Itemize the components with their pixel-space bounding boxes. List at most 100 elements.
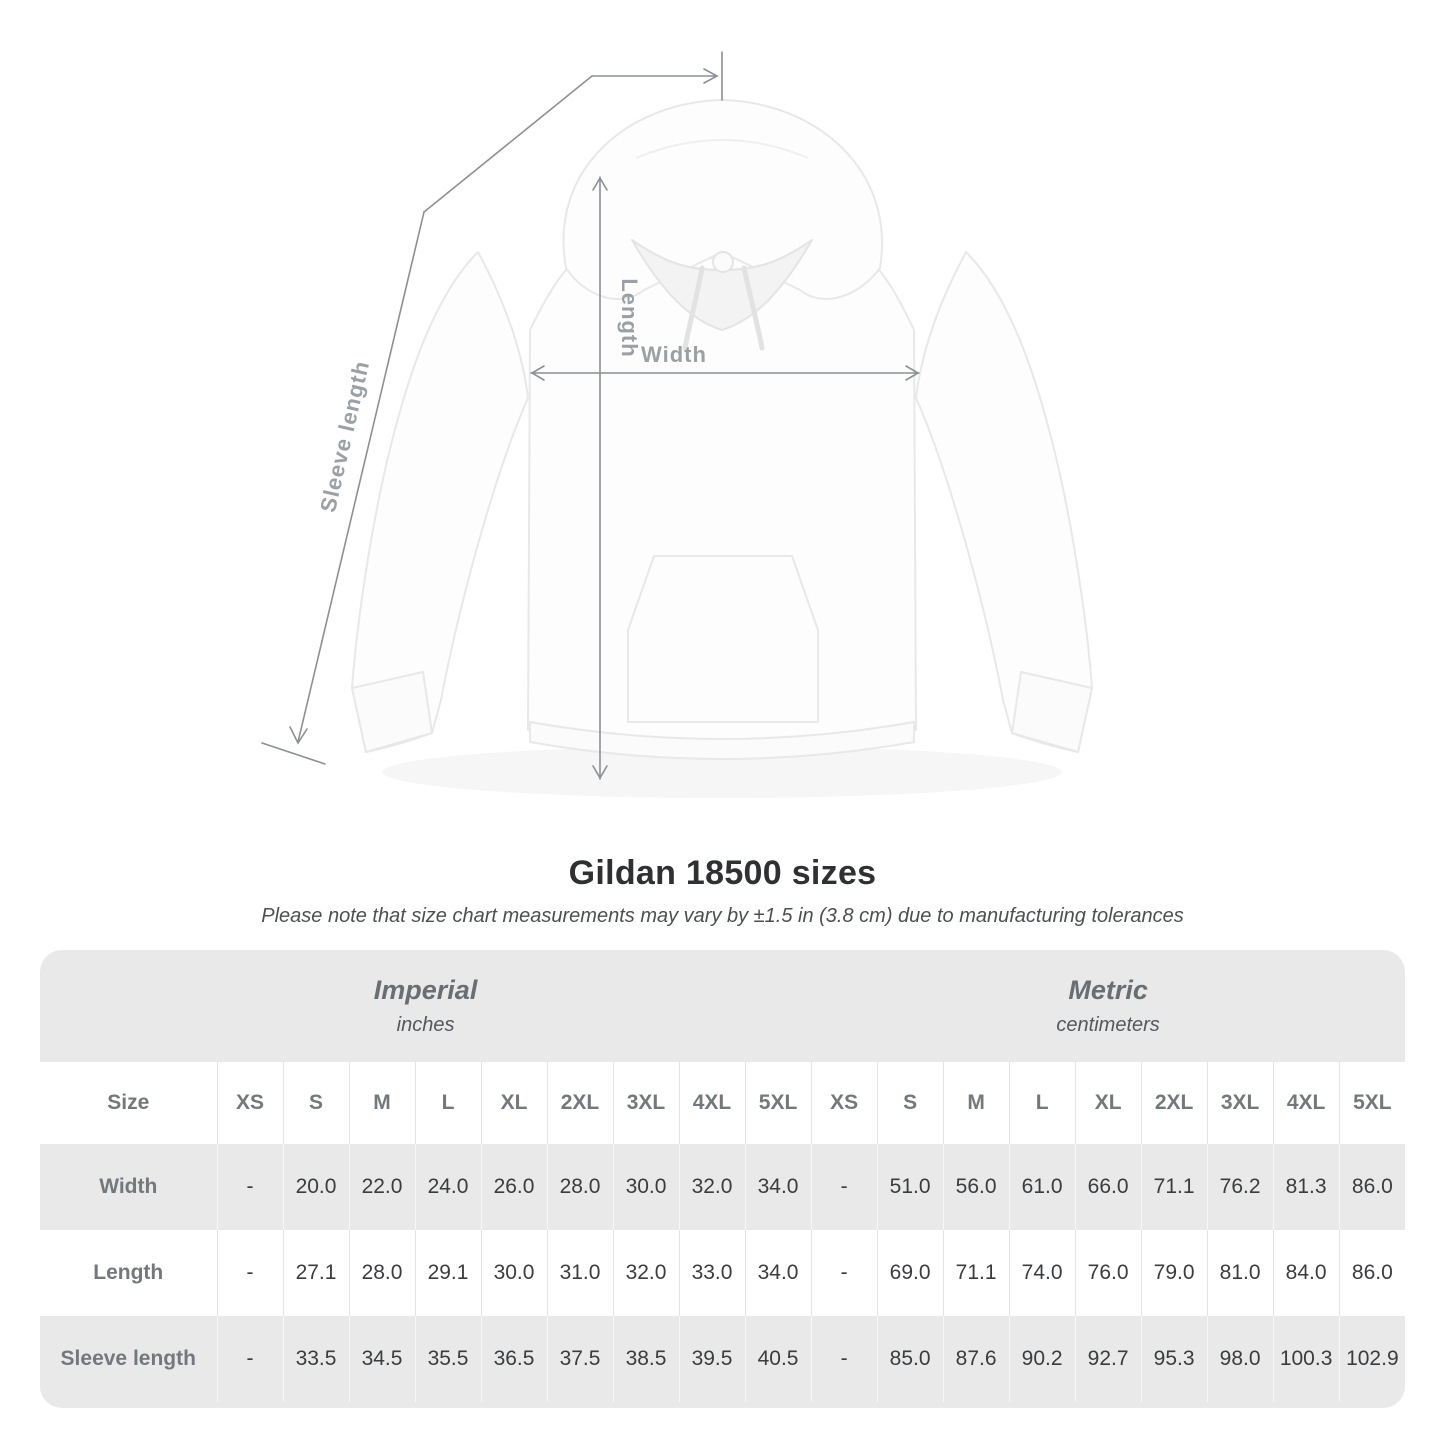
sleeve-length-label: Sleeve length (315, 358, 374, 514)
row-label: Sleeve length (60, 1347, 196, 1370)
cell-imperial: 26.0 (480, 1144, 547, 1230)
cell-metric: 87.6 (942, 1316, 1010, 1402)
hoodie-image (351, 99, 1093, 760)
cell-metric: - (810, 1316, 878, 1402)
cell-metric: 86.0 (1338, 1144, 1405, 1230)
cell-metric: 56.0 (942, 1144, 1010, 1230)
cell-metric: 81.0 (1206, 1230, 1274, 1316)
cell-imperial: - (216, 1230, 283, 1316)
cell-imperial: 27.1 (282, 1230, 349, 1316)
hoodie-left-cuff (351, 671, 433, 753)
hoodie-hood-lining (631, 239, 813, 331)
cell-metric: 76.0 (1074, 1230, 1142, 1316)
cell-metric: 85.0 (876, 1316, 944, 1402)
size-header-metric-S: S (876, 1062, 944, 1144)
size-header-metric-L: L (1008, 1062, 1076, 1144)
cell-imperial: 24.0 (414, 1144, 481, 1230)
size-header-imperial-5XL: 5XL (744, 1062, 812, 1144)
size-header-imperial-XS: XS (216, 1062, 283, 1144)
table-row-width: Width -20.0 22.0 24.0 26.0 28.0 30.0 32.0 34.0-5… (40, 1144, 1405, 1230)
size-header-imperial-3XL: 3XL (612, 1062, 679, 1144)
hoodie-left-sleeve (351, 251, 529, 753)
length-label: Length (617, 278, 642, 357)
cell-metric: 51.0 (876, 1144, 944, 1230)
hoodie-drawstring-left (682, 265, 705, 351)
size-header-imperial-4XL: 4XL (678, 1062, 745, 1144)
size-header-metric-5XL: 5XL (1338, 1062, 1405, 1144)
table-row-length: Length -27.1 28.0 29.1 30.0 31.0 32.0 33.0 34.0-… (40, 1230, 1405, 1316)
hoodie-right-cuff (1011, 671, 1093, 753)
unit-group-header: Metric centimeters (811, 950, 1405, 1062)
row-label: Length (93, 1261, 164, 1284)
page-title: Gildan 18500 sizes (568, 854, 877, 892)
cell-imperial: 30.0 (480, 1230, 547, 1316)
hoodie-measurement-diagram: Length Width Sleeve length (261, 51, 1093, 798)
table-row-sleeve-length: Sleeve length -33.5 34.5 35.5 36.5 37.5 38.5 39… (40, 1316, 1405, 1402)
cell-metric: 95.3 (1140, 1316, 1208, 1402)
cell-imperial: 35.5 (414, 1316, 481, 1402)
arrowhead-down-icon (289, 726, 308, 745)
cell-metric: 74.0 (1008, 1230, 1076, 1316)
cell-imperial: 32.0 (678, 1144, 745, 1230)
hoodie-right-sleeve (915, 251, 1093, 753)
cell-imperial: 40.5 (744, 1316, 812, 1402)
unit-group-header: Imperial inches (40, 950, 811, 1062)
arrowhead-up-icon (592, 176, 608, 191)
unit-group-subtitle: centimeters (1056, 1014, 1160, 1036)
size-header-metric-3XL: 3XL (1206, 1062, 1274, 1144)
cell-imperial: 28.0 (348, 1230, 415, 1316)
cell-metric: 100.3 (1272, 1316, 1340, 1402)
unit-group-row: Imperial inches Metric centimeters (40, 950, 1405, 1062)
arrowhead-right-icon (905, 365, 920, 381)
size-header-metric-XS: XS (810, 1062, 878, 1144)
unit-group-label: Metric (1068, 975, 1148, 1005)
cell-metric: 66.0 (1074, 1144, 1142, 1230)
size-chart-table: Imperial inches Metric centimeters Size XS S M L… (40, 950, 1405, 1402)
cell-metric: 84.0 (1272, 1230, 1340, 1316)
size-header-metric-2XL: 2XL (1140, 1062, 1208, 1144)
cell-imperial: 30.0 (612, 1144, 679, 1230)
cell-metric: 69.0 (876, 1230, 944, 1316)
sleeve-length-arrow (261, 51, 723, 765)
measurement-lines (261, 51, 920, 780)
size-header-metric-M: M (942, 1062, 1010, 1144)
arrowhead-down-icon (592, 765, 608, 780)
sleeve-end-cap (261, 742, 326, 765)
hoodie-hood-seam (635, 139, 809, 159)
size-header-metric-4XL: 4XL (1272, 1062, 1340, 1144)
cell-imperial: 39.5 (678, 1316, 745, 1402)
cell-imperial: 34.5 (348, 1316, 415, 1402)
cell-imperial: 29.1 (414, 1230, 481, 1316)
unit-group-label: Imperial (373, 975, 478, 1005)
cell-imperial: 36.5 (480, 1316, 547, 1402)
cell-metric: 98.0 (1206, 1316, 1274, 1402)
cell-imperial: 20.0 (282, 1144, 349, 1230)
cell-metric: 71.1 (942, 1230, 1010, 1316)
width-label: Width (641, 342, 707, 367)
cell-imperial: 28.0 (546, 1144, 613, 1230)
cell-imperial: 37.5 (546, 1316, 613, 1402)
page-subtitle: Please note that size chart measurements… (261, 905, 1184, 927)
cell-metric: 81.3 (1272, 1144, 1340, 1230)
cell-metric: 76.2 (1206, 1144, 1274, 1230)
cell-metric: 61.0 (1008, 1144, 1076, 1230)
cell-imperial: 33.0 (678, 1230, 745, 1316)
cell-metric: 92.7 (1074, 1316, 1142, 1402)
hoodie-drawstring-knot (712, 251, 734, 273)
size-header-row: Size XS S M L XL 2XL 3XL 4XL 5XL XS S M L XL 2XL 3XL 4XL 5… (40, 1062, 1405, 1144)
cell-imperial: 38.5 (612, 1316, 679, 1402)
unit-group-subtitle: inches (396, 1014, 455, 1036)
cell-imperial: 32.0 (612, 1230, 679, 1316)
cell-imperial: 31.0 (546, 1230, 613, 1316)
cell-imperial: - (216, 1316, 283, 1402)
arrowhead-right-icon (703, 68, 719, 84)
size-header-imperial-L: L (414, 1062, 481, 1144)
garment-shadow (382, 746, 1062, 798)
size-chart-card: Imperial inches Metric centimeters Size XS S M L… (40, 950, 1405, 1408)
cell-metric: - (810, 1144, 878, 1230)
arrowhead-left-icon (530, 365, 545, 381)
width-arrow (530, 365, 920, 381)
length-arrow (592, 176, 608, 780)
cell-metric: 79.0 (1140, 1230, 1208, 1316)
